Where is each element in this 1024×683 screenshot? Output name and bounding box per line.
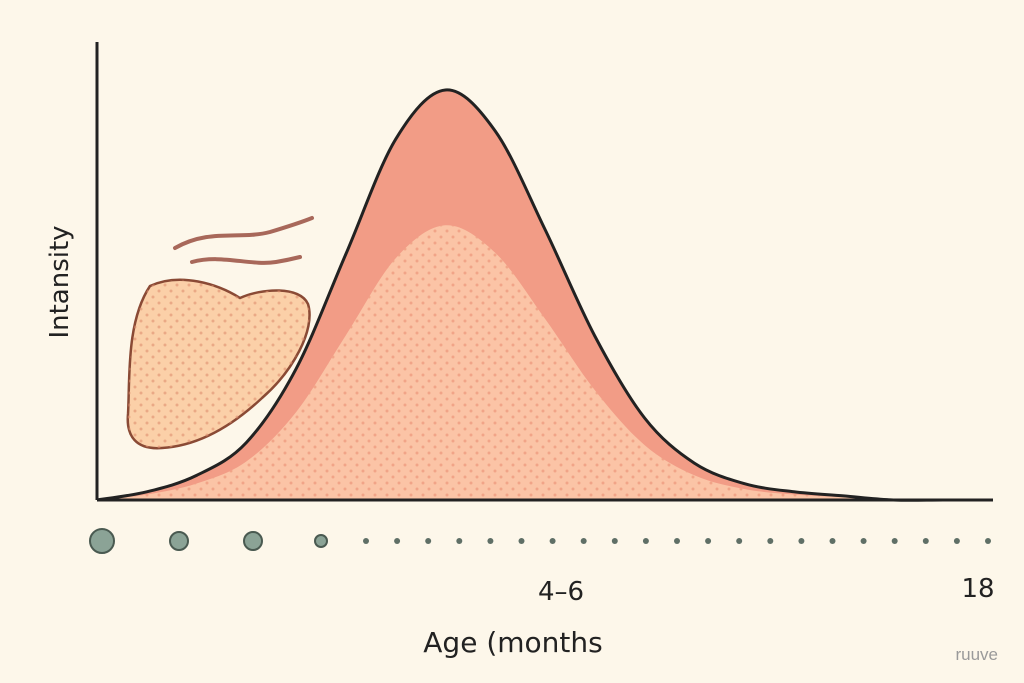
x-tick-label-18: 18	[961, 574, 994, 604]
motion-line-lower	[190, 255, 302, 265]
y-axis-label: Intansity	[45, 225, 75, 338]
baby-head-texture	[127, 279, 310, 449]
baby-head-illustration	[126, 216, 314, 450]
timeline-marker	[829, 538, 836, 544]
x-axis-label: Age (months	[423, 626, 602, 659]
timeline-marker	[518, 538, 525, 544]
timeline-marker	[425, 538, 432, 544]
watermark-text: ruuve	[955, 645, 998, 664]
timeline-marker	[169, 531, 189, 551]
series-line	[96, 88, 993, 502]
timeline-marker	[611, 538, 618, 544]
timeline-marker	[549, 538, 556, 544]
motion-line-upper	[173, 216, 314, 250]
area-fill-texture	[97, 225, 993, 501]
timeline-marker	[922, 538, 929, 544]
timeline-marker	[953, 538, 960, 544]
timeline-marker	[363, 538, 369, 544]
timeline-marker	[891, 538, 898, 544]
x-tick-label-4-6: 4–6	[538, 577, 584, 607]
timeline-marker	[89, 528, 115, 554]
timeline-marker	[394, 538, 401, 544]
timeline-marker	[314, 534, 328, 548]
timeline-marker	[580, 538, 587, 544]
timeline-marker	[985, 538, 991, 544]
timeline-marker	[767, 538, 774, 544]
timeline-marker	[674, 538, 680, 544]
timeline-marker	[243, 531, 263, 551]
timeline-marker	[456, 538, 463, 544]
timeline-marker	[705, 538, 712, 544]
timeline-marker	[642, 538, 649, 544]
area-layer	[96, 88, 993, 502]
timeline-marker	[487, 538, 494, 544]
timeline-markers	[89, 528, 991, 554]
timeline-marker	[798, 538, 805, 544]
timeline-marker	[860, 538, 867, 544]
timeline-marker	[736, 538, 743, 544]
